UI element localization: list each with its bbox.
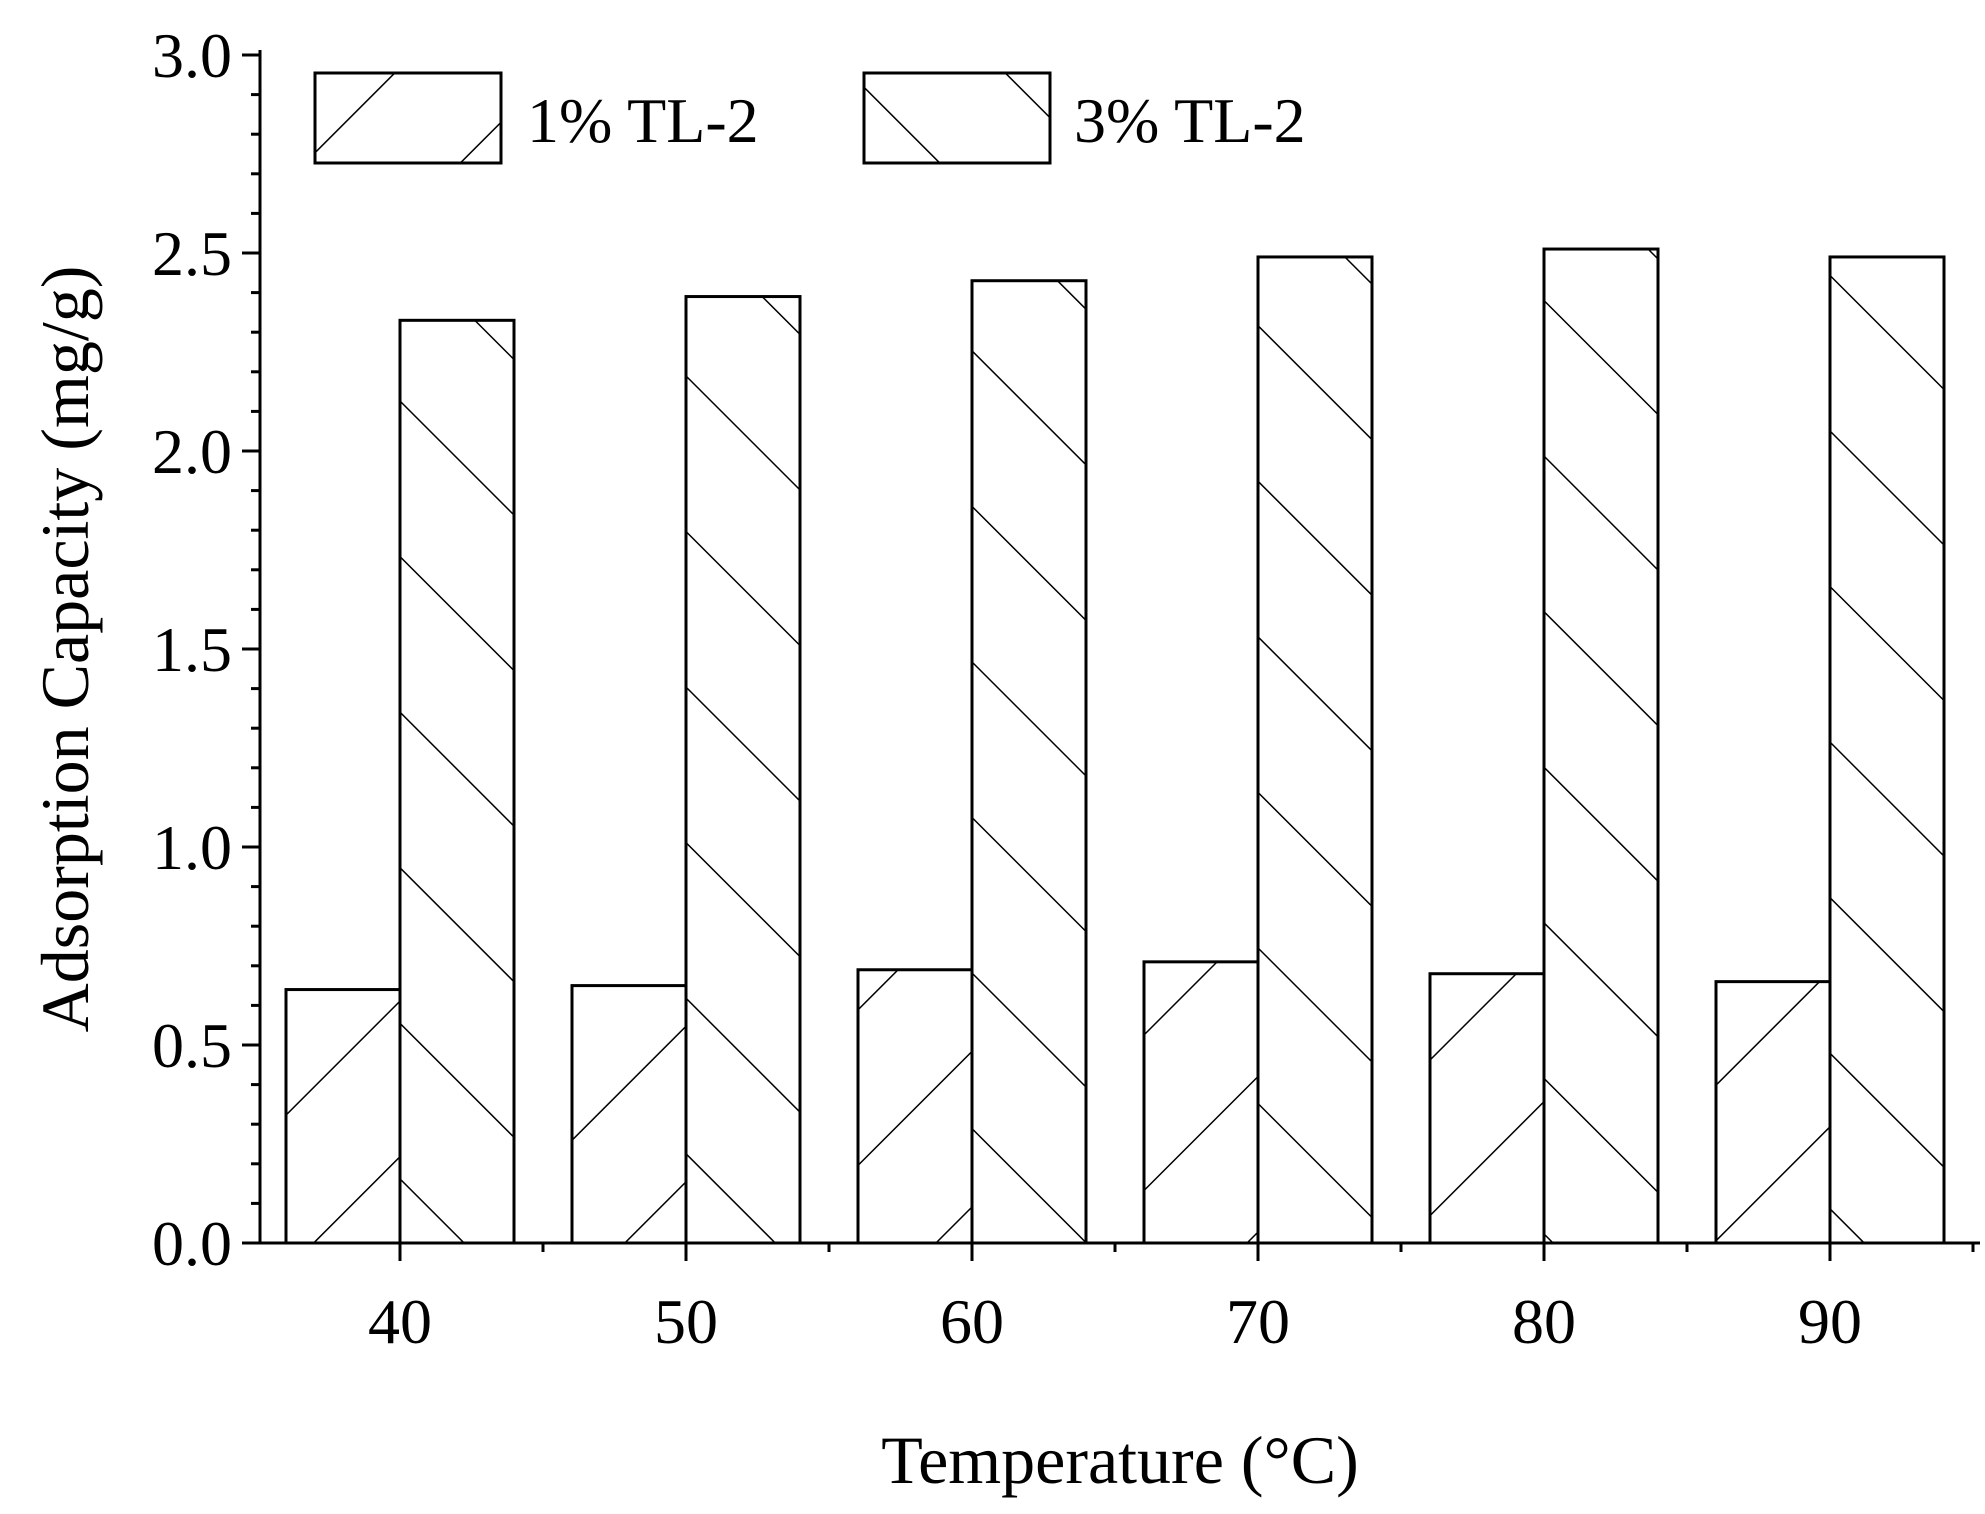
legend-label-series2: 3% TL-2 xyxy=(1074,85,1306,156)
bar-series2-60 xyxy=(970,279,1088,1245)
labels-layer: Temperature (°C) Adsorption Capacity (mg… xyxy=(27,266,1359,1498)
axes-layer: 0.0 0.5 1.0 1.5 2.0 2.5 3.0 40 50 60 70 80 90 xyxy=(152,20,1980,1357)
x-tick-label: 40 xyxy=(368,1286,432,1357)
x-tick-label: 50 xyxy=(654,1286,718,1357)
y-tick-label: 2.0 xyxy=(152,416,232,487)
legend: 1% TL-2 3% TL-2 xyxy=(313,71,1306,165)
bar-series2-40 xyxy=(398,318,516,1245)
y-axis-title: Adsorption Capacity (mg/g) xyxy=(27,266,103,1033)
bar-series2-80 xyxy=(1542,247,1660,1245)
x-tick-label: 60 xyxy=(940,1286,1004,1357)
y-tick-label: 0.5 xyxy=(152,1010,232,1081)
bar-series1-70 xyxy=(1142,960,1260,1245)
bar-series1-90 xyxy=(1714,980,1832,1245)
y-tick-label: 1.5 xyxy=(152,614,232,685)
bar-series2-90 xyxy=(1828,255,1946,1245)
bars-layer xyxy=(284,247,1946,1245)
x-tick-label: 80 xyxy=(1512,1286,1576,1357)
x-tick-label: 90 xyxy=(1798,1286,1862,1357)
legend-swatch-series1 xyxy=(313,71,503,165)
bar-series1-80 xyxy=(1428,972,1546,1245)
bar-series2-70 xyxy=(1256,255,1374,1245)
y-tick-label: 1.0 xyxy=(152,812,232,883)
bar-series1-50 xyxy=(570,984,688,1245)
bar-series2-50 xyxy=(684,295,802,1245)
x-tick-label: 70 xyxy=(1226,1286,1290,1357)
legend-swatch-series2 xyxy=(862,71,1052,165)
bar-series1-60 xyxy=(856,968,974,1245)
legend-label-series1: 1% TL-2 xyxy=(527,85,759,156)
x-axis-title: Temperature (°C) xyxy=(881,1422,1358,1498)
y-tick-label: 2.5 xyxy=(152,218,232,289)
y-tick-label: 3.0 xyxy=(152,20,232,91)
bar-series1-40 xyxy=(284,988,402,1245)
y-tick-label: 0.0 xyxy=(152,1208,232,1279)
